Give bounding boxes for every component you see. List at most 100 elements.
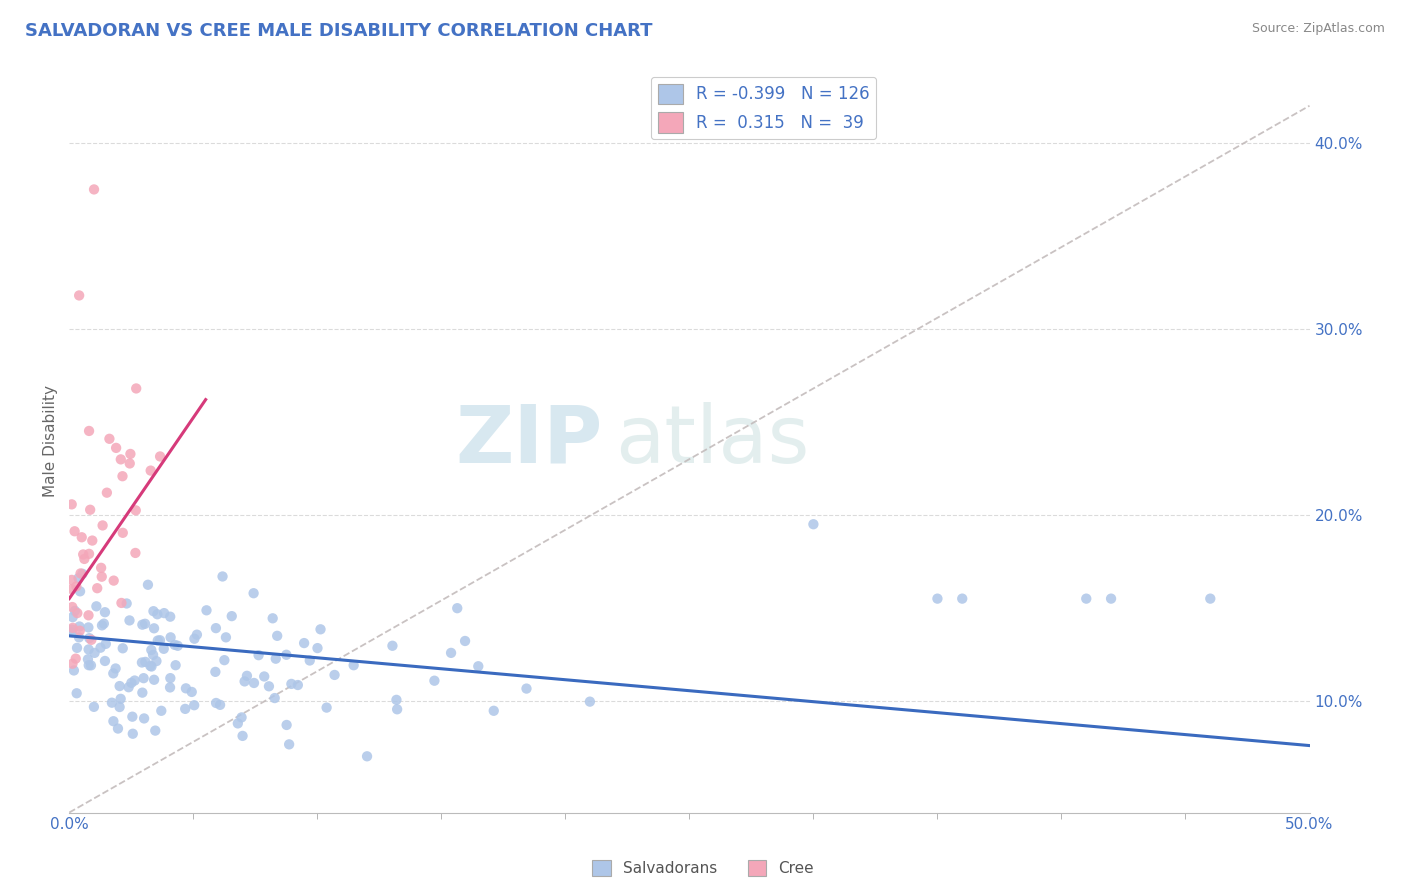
Point	[125, 381, 148, 395]
Point	[209, 698, 232, 712]
Point	[183, 698, 205, 713]
Point	[79, 631, 101, 645]
Point	[145, 654, 167, 668]
Point	[83, 699, 105, 714]
Point	[381, 639, 404, 653]
Point	[343, 658, 366, 673]
Point	[63, 524, 86, 539]
Point	[153, 606, 176, 620]
Point	[105, 441, 128, 455]
Point	[89, 640, 111, 655]
Point	[143, 621, 166, 635]
Point	[66, 640, 89, 655]
Point	[125, 503, 148, 517]
Point	[166, 639, 188, 653]
Point	[62, 621, 84, 635]
Point	[423, 673, 446, 688]
Point	[298, 653, 321, 667]
Point	[287, 678, 309, 692]
Point	[159, 631, 181, 645]
Point	[174, 681, 197, 696]
Point	[60, 573, 83, 587]
Point	[131, 617, 153, 632]
Point	[121, 727, 143, 741]
Point	[108, 679, 131, 693]
Point	[292, 636, 315, 650]
Point	[163, 638, 186, 652]
Point	[1199, 591, 1222, 606]
Point	[60, 623, 83, 637]
Point	[67, 631, 90, 645]
Text: SALVADORAN VS CREE MALE DISABILITY CORRELATION CHART: SALVADORAN VS CREE MALE DISABILITY CORRE…	[25, 22, 652, 40]
Point	[77, 424, 100, 438]
Point	[264, 651, 287, 665]
Point	[142, 604, 165, 618]
Point	[143, 723, 166, 738]
Point	[86, 599, 108, 614]
Point	[91, 618, 114, 632]
Point	[233, 674, 256, 689]
Text: atlas: atlas	[614, 401, 810, 480]
Point	[93, 616, 115, 631]
Point	[65, 579, 87, 593]
Point	[579, 695, 602, 709]
Point	[385, 702, 408, 716]
Point	[276, 718, 298, 732]
Point	[1099, 591, 1122, 606]
Legend: Salvadorans, Cree: Salvadorans, Cree	[586, 855, 820, 882]
Point	[63, 664, 86, 678]
Point	[247, 648, 270, 663]
Point	[141, 643, 163, 657]
Point	[67, 288, 90, 302]
Point	[278, 737, 301, 751]
Point	[139, 658, 162, 673]
Point	[159, 609, 181, 624]
Point	[111, 469, 134, 483]
Point	[134, 616, 156, 631]
Point	[94, 637, 117, 651]
Point	[62, 657, 84, 671]
Point	[77, 608, 100, 623]
Point	[315, 700, 337, 714]
Point	[253, 669, 276, 683]
Point	[132, 671, 155, 685]
Point	[73, 552, 96, 566]
Point	[96, 485, 118, 500]
Point	[77, 620, 100, 634]
Point	[80, 632, 103, 647]
Point	[77, 642, 100, 657]
Point	[149, 633, 172, 648]
Point	[86, 581, 108, 595]
Point	[257, 679, 280, 693]
Point	[146, 633, 169, 648]
Point	[803, 517, 825, 532]
Point	[1076, 591, 1098, 606]
Point	[221, 609, 243, 624]
Point	[69, 624, 91, 638]
Point	[110, 691, 132, 706]
Point	[205, 696, 228, 710]
Point	[950, 591, 973, 606]
Point	[263, 691, 285, 706]
Point	[111, 525, 134, 540]
Point	[70, 530, 93, 544]
Point	[211, 569, 233, 583]
Point	[120, 676, 142, 690]
Point	[385, 693, 408, 707]
Point	[103, 574, 125, 588]
Point	[215, 631, 238, 645]
Point	[108, 700, 131, 714]
Point	[149, 450, 172, 464]
Point	[276, 648, 298, 662]
Point	[159, 671, 181, 685]
Point	[77, 652, 100, 666]
Point	[515, 681, 537, 696]
Point	[482, 704, 505, 718]
Point	[66, 606, 89, 620]
Point	[79, 502, 101, 516]
Point	[183, 632, 205, 646]
Point	[82, 533, 104, 548]
Point	[150, 704, 173, 718]
Point	[132, 711, 155, 725]
Point	[66, 686, 89, 700]
